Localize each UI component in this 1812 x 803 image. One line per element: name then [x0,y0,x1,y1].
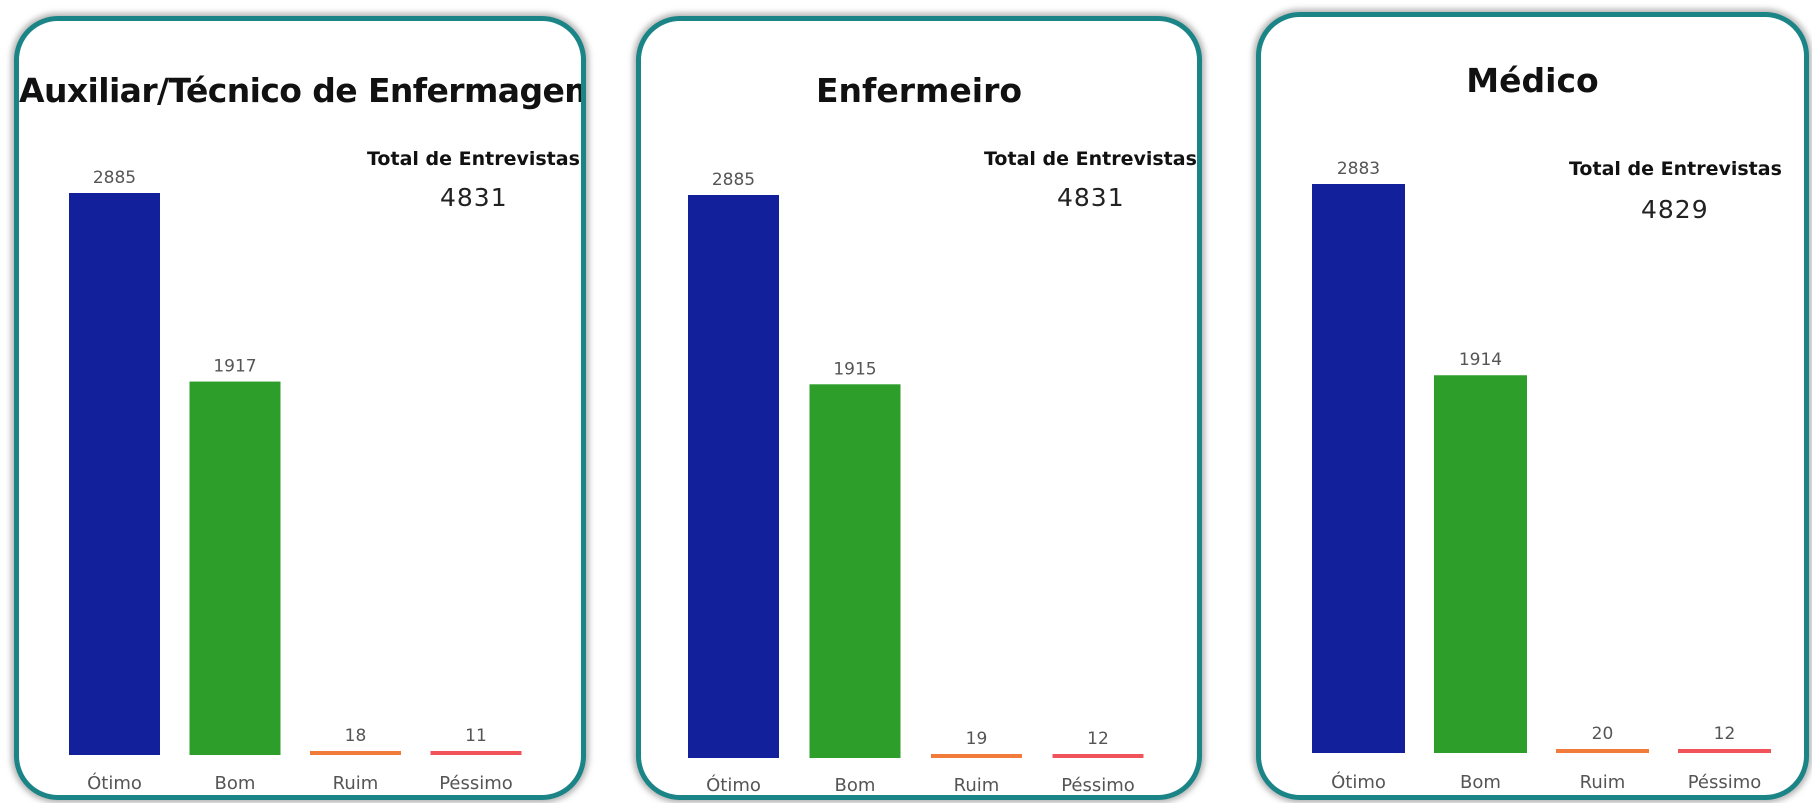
chart-panel-medico[interactable]: Médico Total de Entrevistas 4829 2883 Óti… [1256,12,1809,800]
bar-value-label: 2885 [712,170,755,190]
bar-otimo[interactable] [69,193,160,755]
category-tick-label: Bom [835,775,876,796]
bar-value-label: 19 [966,729,988,749]
total-value: 4831 [1057,183,1125,212]
bar-value-label: 2885 [93,168,136,188]
bar-ruim[interactable] [310,751,401,755]
bar-value-label: 12 [1714,724,1736,744]
chart-panel-enfermeiro[interactable]: Enfermeiro Total de Entrevistas 4831 288… [636,16,1202,800]
bar-chart: 2885 Ótimo 1917 Bom 18 Ruim 11 Péssimo [69,168,522,794]
bar-bom[interactable] [1434,375,1527,753]
category-tick-label: Péssimo [1688,772,1762,793]
total-label: Total de Entrevistas [367,148,580,170]
chart-title: Auxiliar/Técnico de Enfermagem [19,71,586,110]
category-tick-label: Péssimo [439,773,513,794]
chart-title: Enfermeiro [815,71,1023,110]
category-tick-label: Ótimo [1331,771,1386,793]
bar-ruim[interactable] [931,754,1022,758]
chart-title: Médico [1466,61,1599,100]
category-tick-label: Ruim [954,775,1000,796]
bar-ruim[interactable] [1556,749,1649,753]
total-value: 4831 [440,183,508,212]
category-tick-label: Ótimo [706,774,761,796]
bar-otimo[interactable] [1312,184,1405,753]
bar-value-label: 18 [345,726,367,746]
bar-otimo[interactable] [688,195,779,758]
bar-value-label: 1917 [213,357,256,377]
bar-bom[interactable] [809,384,901,758]
bar-value-label: 2883 [1337,159,1380,179]
bar-value-label: 11 [465,726,487,746]
bar-value-label: 1914 [1459,350,1502,370]
bar-pessimo[interactable] [1678,749,1771,753]
bar-pessimo[interactable] [430,751,522,755]
bar-chart: 2885 Ótimo 1915 Bom 19 Ruim 12 Péssimo [688,170,1144,796]
bar-value-label: 1915 [833,359,876,379]
total-label: Total de Entrevistas [1569,158,1782,180]
category-tick-label: Bom [1460,772,1501,793]
total-value: 4829 [1641,195,1709,224]
bar-chart: 2883 Ótimo 1914 Bom 20 Ruim 12 Péssimo [1312,159,1771,793]
category-tick-label: Péssimo [1061,775,1135,796]
chart-panel-auxiliar-tecnico[interactable]: Auxiliar/Técnico de Enfermagem Total de … [14,16,586,800]
bar-pessimo[interactable] [1052,754,1144,758]
category-tick-label: Ruim [333,773,379,794]
bar-bom[interactable] [189,381,281,755]
category-tick-label: Bom [215,773,256,794]
total-label: Total de Entrevistas [984,148,1197,170]
bar-value-label: 12 [1087,729,1109,749]
bar-value-label: 20 [1592,724,1614,744]
category-tick-label: Ruim [1580,772,1626,793]
category-tick-label: Ótimo [87,772,142,794]
